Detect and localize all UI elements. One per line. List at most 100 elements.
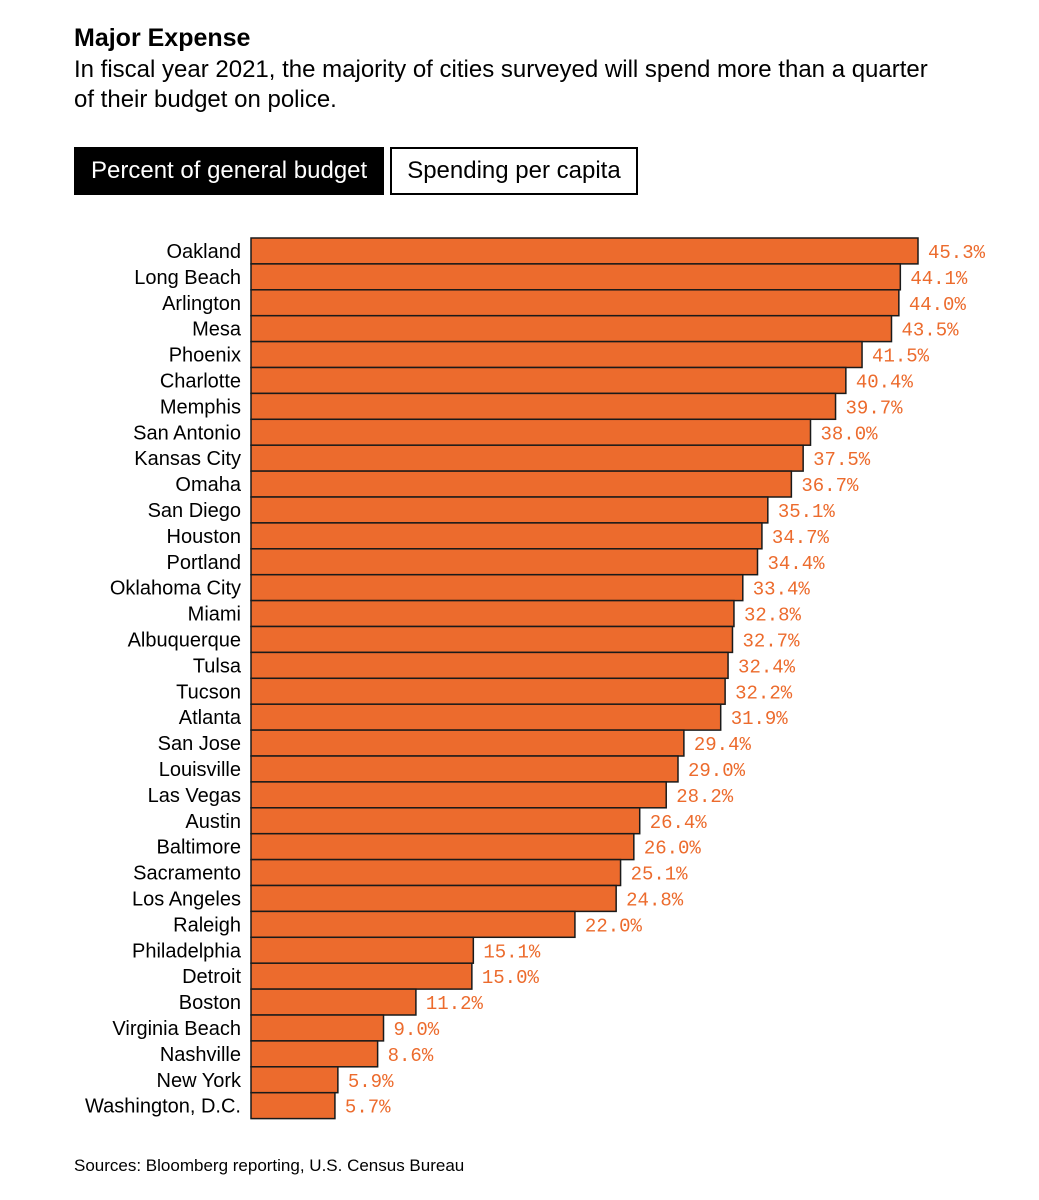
bar bbox=[250, 677, 726, 705]
value-label: 8.6% bbox=[388, 1045, 434, 1067]
category-label: Detroit bbox=[182, 966, 241, 988]
category-label: Omaha bbox=[175, 474, 241, 496]
source-note: Sources: Bloomberg reporting, U.S. Censu… bbox=[74, 1156, 465, 1175]
category-label: Virginia Beach bbox=[112, 1018, 241, 1040]
bar bbox=[250, 884, 617, 913]
bar bbox=[250, 807, 641, 835]
bar bbox=[250, 366, 847, 395]
category-label: San Jose bbox=[158, 733, 241, 755]
bar bbox=[250, 599, 735, 628]
category-label: Austin bbox=[185, 811, 241, 833]
value-label: 33.4% bbox=[753, 579, 811, 601]
category-label: Albuquerque bbox=[128, 629, 241, 651]
value-label: 32.2% bbox=[735, 682, 793, 704]
value-label: 34.7% bbox=[772, 527, 830, 549]
category-label: New York bbox=[157, 1070, 242, 1092]
value-label: 41.5% bbox=[872, 346, 930, 368]
bar bbox=[250, 289, 900, 317]
category-label: Philadelphia bbox=[132, 940, 242, 962]
value-label: 15.1% bbox=[483, 941, 541, 963]
value-label: 39.7% bbox=[846, 397, 904, 419]
category-label: Oklahoma City bbox=[110, 578, 241, 600]
bar bbox=[250, 962, 473, 990]
category-label: Long Beach bbox=[134, 267, 241, 289]
value-label: 26.0% bbox=[644, 838, 702, 860]
category-label: Louisville bbox=[159, 759, 241, 781]
category-label: Washington, D.C. bbox=[85, 1096, 241, 1118]
category-label: Los Angeles bbox=[132, 888, 241, 910]
bar bbox=[250, 703, 722, 731]
category-label: Boston bbox=[179, 992, 241, 1014]
value-label: 35.1% bbox=[778, 501, 836, 523]
bar bbox=[250, 625, 734, 654]
bar bbox=[250, 755, 679, 783]
value-label: 22.0% bbox=[585, 915, 643, 937]
category-label: Arlington bbox=[162, 293, 241, 315]
bar bbox=[250, 1066, 339, 1094]
category-label: Sacramento bbox=[133, 863, 241, 885]
value-label: 29.0% bbox=[688, 760, 746, 782]
bar bbox=[250, 729, 685, 757]
value-label: 38.0% bbox=[821, 423, 879, 445]
value-label: 40.4% bbox=[856, 371, 914, 393]
value-label: 44.1% bbox=[910, 268, 968, 290]
value-label: 32.7% bbox=[742, 630, 800, 652]
value-label: 45.3% bbox=[928, 242, 986, 264]
value-label: 34.4% bbox=[768, 553, 826, 575]
category-label: Las Vegas bbox=[148, 785, 241, 807]
bar bbox=[250, 548, 759, 576]
metric-toggle-group: Percent of general budget Spending per c… bbox=[74, 147, 638, 195]
chart-title: Major Expense bbox=[74, 24, 251, 52]
bar bbox=[250, 936, 475, 964]
percent-of-budget-toggle[interactable]: Percent of general budget bbox=[74, 147, 385, 195]
value-label: 15.0% bbox=[482, 967, 540, 989]
bar bbox=[250, 444, 804, 472]
value-label: 36.7% bbox=[801, 475, 859, 497]
category-label: San Diego bbox=[148, 500, 241, 522]
value-label: 5.9% bbox=[348, 1071, 394, 1093]
category-label: Raleigh bbox=[173, 914, 241, 936]
bar bbox=[250, 237, 919, 265]
bar bbox=[250, 418, 812, 446]
bar bbox=[250, 781, 667, 809]
bar bbox=[250, 1040, 379, 1068]
category-label: Phoenix bbox=[169, 345, 241, 367]
spending-per-capita-toggle[interactable]: Spending per capita bbox=[390, 147, 638, 195]
bar bbox=[250, 263, 902, 291]
bar bbox=[250, 988, 417, 1016]
category-label: Oakland bbox=[167, 241, 242, 263]
value-label: 32.8% bbox=[744, 605, 802, 627]
bar bbox=[250, 832, 635, 861]
category-label: Atlanta bbox=[179, 707, 242, 729]
value-label: 44.0% bbox=[909, 294, 967, 316]
category-label: Memphis bbox=[160, 396, 241, 418]
bar bbox=[250, 573, 744, 602]
bar bbox=[250, 340, 863, 369]
category-label: Kansas City bbox=[134, 448, 241, 470]
value-label: 37.5% bbox=[813, 449, 871, 471]
category-label: Tucson bbox=[176, 681, 241, 703]
value-label: 11.2% bbox=[426, 993, 484, 1015]
bar bbox=[250, 522, 763, 550]
category-label: Tulsa bbox=[193, 655, 242, 677]
value-label: 5.7% bbox=[345, 1097, 391, 1119]
category-label: Mesa bbox=[192, 319, 242, 341]
bar bbox=[250, 1014, 385, 1042]
bar bbox=[250, 470, 793, 498]
value-label: 32.4% bbox=[738, 656, 796, 678]
category-label: Houston bbox=[167, 526, 242, 548]
bar bbox=[250, 910, 576, 939]
chart-subtitle: In fiscal year 2021, the majority of cit… bbox=[74, 56, 928, 113]
value-label: 29.4% bbox=[694, 734, 752, 756]
bar bbox=[250, 858, 622, 887]
value-label: 24.8% bbox=[626, 889, 684, 911]
bar bbox=[250, 314, 893, 343]
bar-chart: Oakland 45.3% Long Beach 44.1% Arlington 44.0… bbox=[85, 237, 986, 1120]
value-label: 28.2% bbox=[676, 786, 734, 808]
category-label: Charlotte bbox=[160, 370, 241, 392]
category-label: San Antonio bbox=[133, 422, 241, 444]
value-label: 25.1% bbox=[631, 864, 689, 886]
category-label: Baltimore bbox=[157, 837, 241, 859]
bar bbox=[250, 651, 729, 680]
value-label: 9.0% bbox=[394, 1019, 440, 1041]
